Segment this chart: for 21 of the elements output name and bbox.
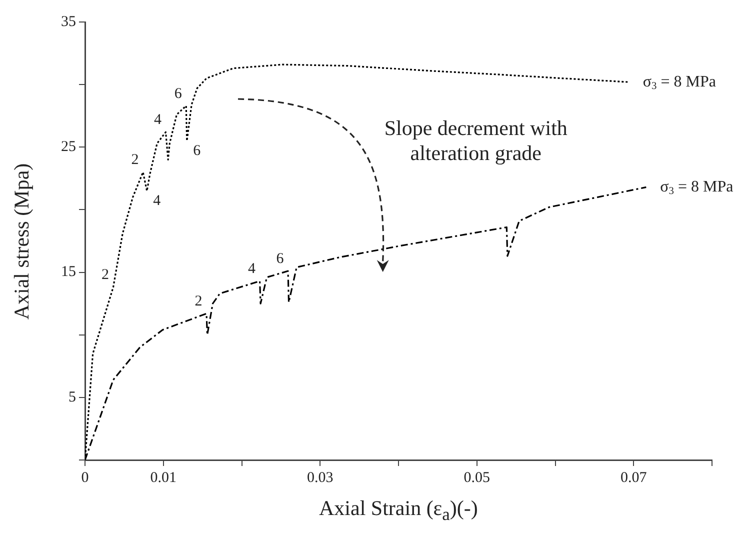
y-axis-title: Axial stress (Mpa)	[10, 162, 35, 320]
annotation: 6	[276, 250, 284, 267]
annotation: 4	[154, 112, 162, 128]
y-tick-label: 5	[68, 389, 76, 406]
annotation: Slope decrement with alteration grade	[383, 116, 568, 167]
annotation: 4	[248, 260, 256, 277]
y-tick-label: 35	[61, 14, 76, 30]
x-tick-label: 0.07	[620, 470, 648, 486]
y-tick-label: 25	[61, 139, 76, 156]
annotation: 6	[193, 142, 202, 159]
annotation: 2	[194, 294, 202, 310]
annotation: 2	[131, 152, 139, 168]
x-tick-label: 0.03	[307, 470, 334, 486]
annotation: 6	[174, 86, 182, 102]
x-tick-label: 0.05	[464, 470, 490, 486]
x-axis-title: Axial Strain (ε$_{a}$)(-)	[319, 496, 478, 526]
y-tick-label: 15	[61, 264, 76, 280]
x-tick-label: 0	[81, 470, 89, 486]
annotation: 2	[101, 267, 109, 284]
x-tick-label: 0.01	[150, 470, 176, 486]
annotation: 4	[153, 192, 162, 209]
